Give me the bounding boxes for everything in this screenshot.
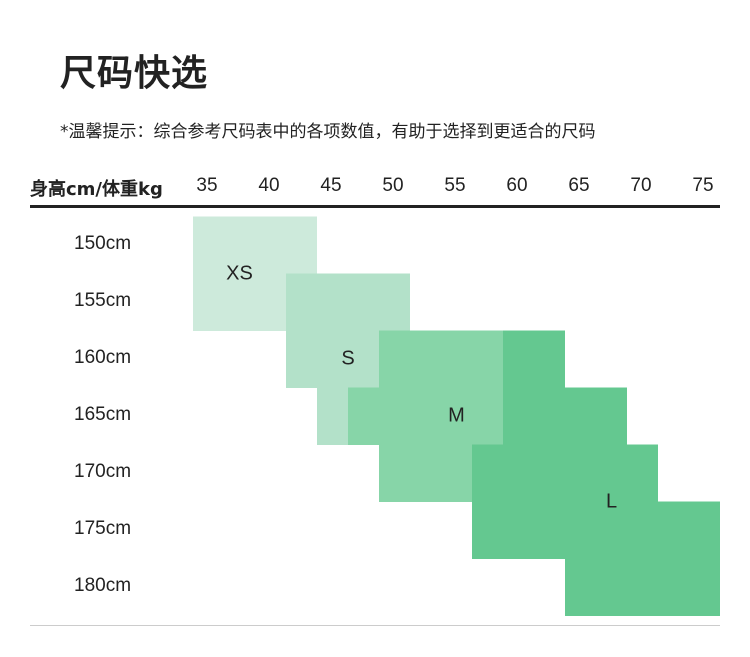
size-label-l: L <box>605 490 618 512</box>
size-label-m: M <box>448 404 465 427</box>
size-label-xs: XS <box>226 262 253 284</box>
x-tick-label: 75 <box>692 175 714 196</box>
x-tick-label: 60 <box>506 175 528 196</box>
size-cell-l <box>503 330 565 388</box>
page-title: 尺码快选 <box>60 53 209 94</box>
axis-header-label: 身高cm/体重kg <box>30 179 163 200</box>
size-cell-l <box>503 387 627 445</box>
size-cell-l <box>565 558 720 616</box>
x-tick-label: 65 <box>568 175 590 196</box>
y-tick-label: 160cm <box>74 347 132 368</box>
x-tick-label: 55 <box>444 175 466 196</box>
y-tick-label: 165cm <box>74 404 132 425</box>
x-tick-label: 45 <box>320 175 342 196</box>
size-cell-m <box>348 387 503 445</box>
y-tick-label: 170cm <box>74 461 132 482</box>
size-label-s: S <box>341 347 355 370</box>
size-cell-xs <box>193 216 317 274</box>
y-tick-label: 150cm <box>74 233 132 254</box>
size-cell-m <box>379 330 503 388</box>
tip-text: *温馨提示：综合参考尺码表中的各项数值，有助于选择到更适合的尺码 <box>60 122 596 142</box>
header-divider <box>30 205 720 208</box>
size-cell-l <box>472 444 658 502</box>
size-cell-s <box>286 273 410 331</box>
bottom-divider <box>30 625 720 626</box>
x-tick-label: 35 <box>196 175 218 196</box>
x-tick-label: 40 <box>258 175 280 196</box>
y-tick-label: 155cm <box>74 290 132 311</box>
x-tick-label: 70 <box>630 175 652 196</box>
y-tick-label: 175cm <box>74 518 132 539</box>
size-cell-l <box>472 501 720 559</box>
y-tick-label: 180cm <box>74 575 132 596</box>
x-tick-label: 50 <box>382 175 404 196</box>
